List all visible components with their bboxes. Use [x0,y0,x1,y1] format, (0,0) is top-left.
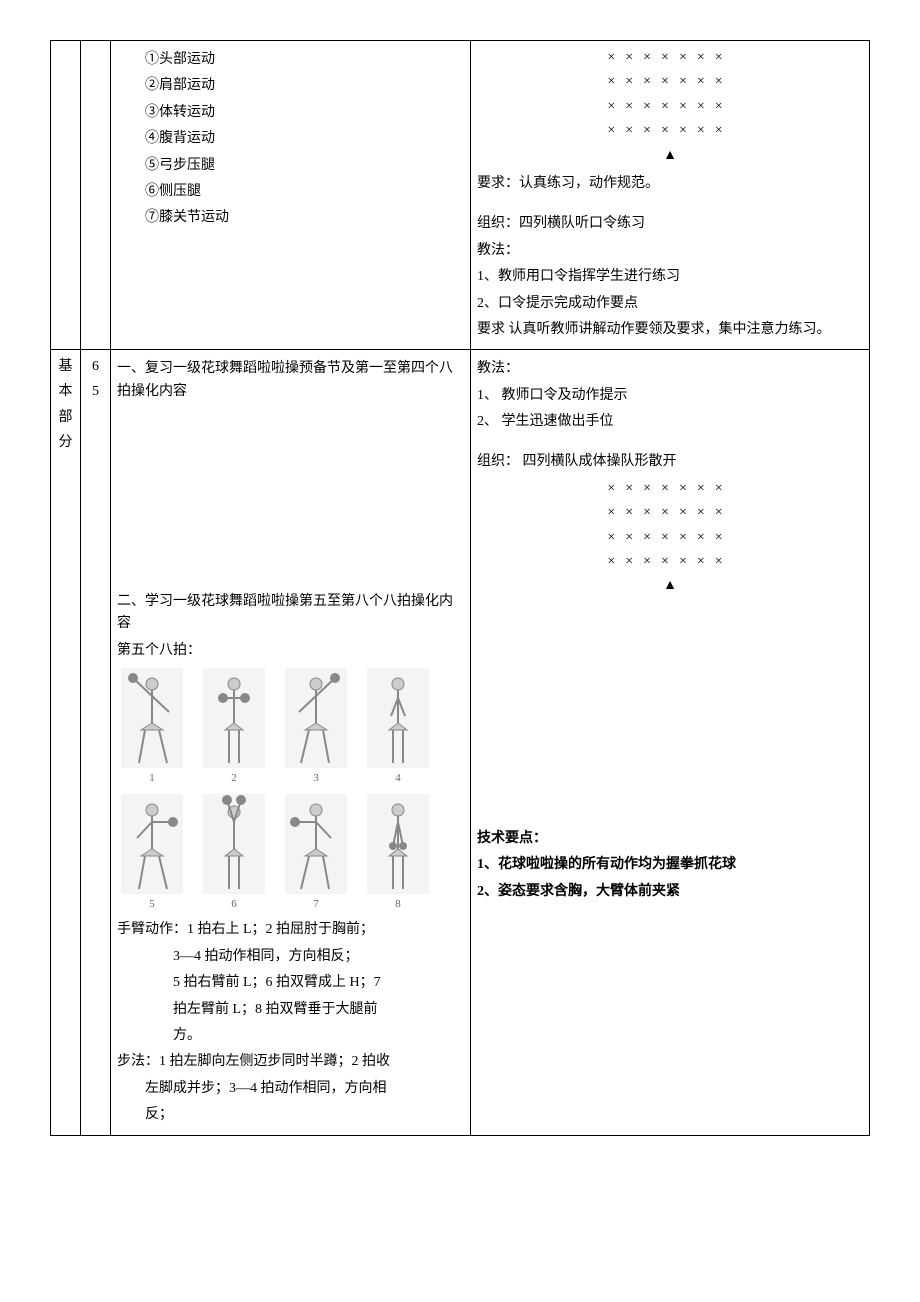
arm-line: 3—4 拍动作相同，方向相反； [117,946,464,968]
pose-figure: 2 [199,668,269,788]
section-cell: 基 本 部 分 [51,350,81,1135]
section-char: 本 [57,379,74,404]
teacher-marker: ▲ [477,145,863,167]
warmup-item: ⑤弓步压腿 [145,155,464,177]
figure-number: 3 [313,770,319,788]
figure-number: 5 [149,896,155,914]
time-cell: 6 5 [81,350,111,1135]
section-char: 部 [57,405,74,430]
organization-text: 组织： 四列横队成体操队形散开 [477,451,863,473]
tech-label: 技术要点： [477,828,863,850]
method-cell: 教法： 1、 教师口令及动作提示 2、 学生迅速做出手位 组织： 四列横队成体操… [471,350,870,1135]
arm-line: 方。 [117,1025,464,1047]
pose-figure: 5 [117,794,187,914]
tech-item: 2、姿态要求含胸，大臂体前夹紧 [477,881,863,903]
pose-icon [367,668,429,768]
warmup-item: ④腹背运动 [145,128,464,150]
pose-icon [285,794,347,894]
formation-row: ××××××× [477,551,863,573]
content-heading: 一、复习一级花球舞蹈啦啦操预备节及第一至第四个八拍操化内容 [117,358,464,403]
lesson-plan-table: ①头部运动 ②肩部运动 ③体转运动 ④腹背运动 ⑤弓步压腿 ⑥侧压腿 ⑦膝关节运… [50,40,870,1136]
table-row: 基 本 部 分 6 5 一、复习一级花球舞蹈啦啦操预备节及第一至第四个八拍操化内… [51,350,870,1135]
method-item: 2、口令提示完成动作要点 [477,293,863,315]
warmup-item: ⑥侧压腿 [145,181,464,203]
pose-icon [285,668,347,768]
warmup-item: ③体转运动 [145,102,464,124]
time-cell [81,41,111,350]
requirement-text: 要求 认真听教师讲解动作要领及要求，集中注意力练习。 [477,319,863,341]
figure-row: 1 2 [117,668,464,788]
figure-row: 5 6 [117,794,464,914]
warmup-item: ⑦膝关节运动 [145,207,464,229]
step-line: 左脚成并步；3—4 拍动作相同，方向相 [117,1078,464,1100]
pose-figure: 6 [199,794,269,914]
formation-row: ××××××× [477,527,863,549]
pose-figure: 4 [363,668,433,788]
time-char: 5 [87,379,104,404]
section-char: 基 [57,354,74,379]
arm-label: 手臂动作： [117,922,187,937]
beat-label: 第五个八拍： [117,640,464,662]
pose-figure: 3 [281,668,351,788]
teacher-marker: ▲ [477,575,863,597]
figure-number: 2 [231,770,237,788]
step-line: 1 拍左脚向左侧迈步同时半蹲；2 拍收 [159,1054,390,1069]
formation-row: ××××××× [477,71,863,93]
pose-figure: 1 [117,668,187,788]
content-heading: 二、学习一级花球舞蹈啦啦操第五至第八个八拍操化内容 [117,591,464,636]
pose-icon [203,668,265,768]
method-item: 1、 教师口令及动作提示 [477,385,863,407]
table-row: ①头部运动 ②肩部运动 ③体转运动 ④腹背运动 ⑤弓步压腿 ⑥侧压腿 ⑦膝关节运… [51,41,870,350]
method-item: 2、 学生迅速做出手位 [477,411,863,433]
figure-number: 6 [231,896,237,914]
arm-action-block: 手臂动作：1 拍右上 L；2 拍屈肘于胸前； [117,919,464,941]
method-cell: ××××××× ××××××× ××××××× ××××××× ▲ 要求：认真练… [471,41,870,350]
pose-icon [203,794,265,894]
step-label: 步法： [117,1054,159,1069]
formation-row: ××××××× [477,47,863,69]
warmup-item: ②肩部运动 [145,75,464,97]
section-char: 分 [57,430,74,455]
figure-number: 7 [313,896,319,914]
formation-row: ××××××× [477,502,863,524]
figure-number: 1 [149,770,155,788]
formation-row: ××××××× [477,96,863,118]
requirement-text: 要求：认真练习，动作规范。 [477,173,863,195]
content-cell: ①头部运动 ②肩部运动 ③体转运动 ④腹背运动 ⑤弓步压腿 ⑥侧压腿 ⑦膝关节运… [111,41,471,350]
section-cell [51,41,81,350]
warmup-item: ①头部运动 [145,49,464,71]
arm-line: 拍左臂前 L；8 拍双臂垂于大腿前 [117,999,464,1021]
method-label: 教法： [477,358,863,380]
pose-figure: 7 [281,794,351,914]
figure-number: 4 [395,770,401,788]
arm-line: 1 拍右上 L；2 拍屈肘于胸前； [187,922,374,937]
tech-item: 1、花球啦啦操的所有动作均为握拳抓花球 [477,854,863,876]
pose-icon [121,794,183,894]
arm-line: 5 拍右臂前 L；6 拍双臂成上 H；7 [117,972,464,994]
pose-icon [121,668,183,768]
formation-row: ××××××× [477,120,863,142]
time-char: 6 [87,354,104,379]
step-action-block: 步法：1 拍左脚向左侧迈步同时半蹲；2 拍收 [117,1051,464,1073]
figure-number: 8 [395,896,401,914]
content-cell: 一、复习一级花球舞蹈啦啦操预备节及第一至第四个八拍操化内容 二、学习一级花球舞蹈… [111,350,471,1135]
formation-row: ××××××× [477,478,863,500]
pose-icon [367,794,429,894]
method-item: 1、教师用口令指挥学生进行练习 [477,266,863,288]
method-label: 教法： [477,240,863,262]
organization-text: 组织：四列横队听口令练习 [477,213,863,235]
step-line: 反； [117,1104,464,1126]
pose-figure: 8 [363,794,433,914]
